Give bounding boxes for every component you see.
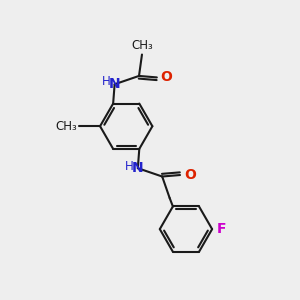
- Text: H: H: [102, 75, 111, 88]
- Text: F: F: [216, 222, 226, 236]
- Text: CH₃: CH₃: [131, 39, 153, 52]
- Text: O: O: [184, 168, 196, 182]
- Text: N: N: [132, 161, 144, 175]
- Text: N: N: [109, 77, 120, 91]
- Text: H: H: [124, 160, 133, 173]
- Text: CH₃: CH₃: [55, 120, 77, 133]
- Text: O: O: [161, 70, 172, 84]
